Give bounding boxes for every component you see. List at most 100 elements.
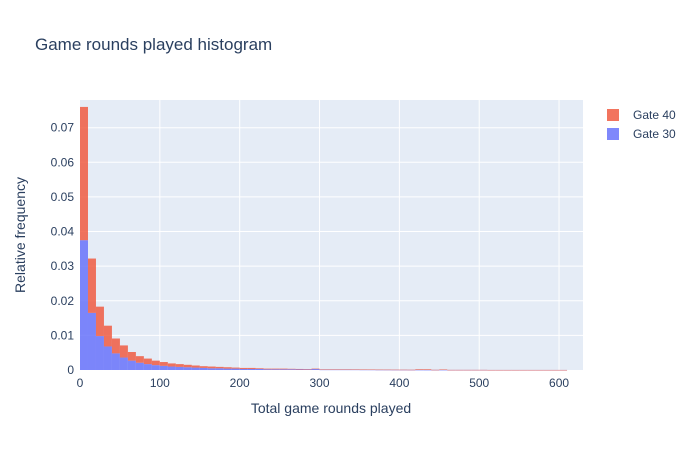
histogram-bar-gate-30[interactable] (255, 368, 264, 370)
histogram-bar-gate-30[interactable] (80, 240, 88, 370)
histogram-bar-gate-30[interactable] (135, 362, 144, 370)
histogram-bar-gate-30[interactable] (119, 357, 128, 370)
histogram-bar-gate-40[interactable] (367, 369, 376, 371)
histogram-bar-gate-40[interactable] (375, 369, 384, 371)
histogram-bar-gate-40[interactable] (359, 369, 368, 370)
histogram-bar-gate-30[interactable] (191, 367, 200, 370)
histogram-bar-gate-30[interactable] (439, 369, 448, 371)
histogram-bar-gate-30[interactable] (343, 369, 352, 371)
histogram-bar-gate-30[interactable] (263, 369, 272, 370)
histogram-bar-gate-40[interactable] (295, 368, 304, 370)
histogram-bar-gate-30[interactable] (207, 368, 216, 370)
histogram-bar-gate-30[interactable] (87, 312, 96, 370)
histogram-bar-gate-40[interactable] (351, 369, 360, 370)
histogram-bar-gate-40[interactable] (495, 369, 504, 371)
histogram-bar-gate-40[interactable] (527, 369, 536, 371)
histogram-bar-gate-30[interactable] (183, 367, 192, 370)
histogram-bar-gate-30[interactable] (247, 368, 256, 370)
histogram-bar-gate-40[interactable] (271, 368, 280, 370)
histogram-bar-gate-40[interactable] (463, 369, 472, 371)
histogram-bar-gate-40[interactable] (423, 369, 432, 370)
histogram-bar-gate-40[interactable] (247, 367, 256, 369)
histogram-bar-gate-40[interactable] (407, 369, 416, 371)
histogram-bar-gate-40[interactable] (503, 369, 512, 371)
histogram-bar-gate-40[interactable] (167, 363, 176, 367)
histogram-bar-gate-30[interactable] (287, 369, 296, 370)
histogram-bar-gate-40[interactable] (199, 366, 208, 368)
histogram-bar-gate-30[interactable] (159, 365, 168, 370)
histogram-bar-gate-40[interactable] (175, 364, 184, 367)
histogram-bar-gate-40[interactable] (543, 369, 552, 371)
histogram-bar-gate-40[interactable] (279, 368, 288, 370)
histogram-bar-gate-30[interactable] (335, 369, 344, 371)
histogram-bar-gate-30[interactable] (175, 366, 184, 370)
histogram-bar-gate-40[interactable] (399, 369, 408, 371)
histogram-bar-gate-30[interactable] (127, 360, 136, 370)
histogram-bar-gate-40[interactable] (559, 369, 568, 371)
histogram-bar-gate-30[interactable] (143, 364, 152, 370)
histogram-bar-gate-30[interactable] (103, 346, 112, 370)
histogram-bar-gate-40[interactable] (119, 345, 128, 358)
histogram-bar-gate-40[interactable] (103, 325, 112, 347)
histogram-bar-gate-40[interactable] (479, 369, 488, 371)
histogram-bar-gate-40[interactable] (391, 369, 400, 371)
histogram-bar-gate-30[interactable] (423, 369, 432, 371)
histogram-bar-gate-40[interactable] (439, 369, 448, 370)
histogram-bar-gate-30[interactable] (303, 369, 312, 370)
histogram-bar-gate-40[interactable] (431, 369, 440, 371)
histogram-bar-gate-40[interactable] (311, 368, 320, 370)
histogram-bar-gate-40[interactable] (383, 369, 392, 371)
histogram-bar-gate-40[interactable] (487, 369, 496, 371)
histogram-bar-gate-40[interactable] (239, 367, 248, 369)
histogram-bar-gate-40[interactable] (143, 358, 152, 365)
histogram-bar-gate-40[interactable] (207, 366, 216, 369)
histogram-bar-gate-40[interactable] (263, 368, 272, 370)
histogram-bar-gate-40[interactable] (303, 369, 312, 370)
histogram-bar-gate-40[interactable] (191, 365, 200, 368)
histogram-bar-gate-40[interactable] (87, 258, 96, 313)
histogram-bar-gate-30[interactable] (223, 368, 232, 370)
histogram-bar-gate-30[interactable] (95, 336, 104, 370)
histogram-bar-gate-30[interactable] (167, 366, 176, 370)
histogram-bar-gate-40[interactable] (95, 306, 104, 337)
histogram-bar-gate-30[interactable] (319, 369, 328, 371)
histogram-bar-gate-40[interactable] (135, 356, 144, 363)
histogram-bar-gate-30[interactable] (215, 368, 224, 370)
histogram-bar-gate-30[interactable] (151, 365, 160, 370)
histogram-bar-gate-40[interactable] (80, 106, 88, 241)
histogram-bar-gate-30[interactable] (359, 369, 368, 371)
histogram-bar-gate-40[interactable] (183, 364, 192, 368)
histogram-bar-gate-40[interactable] (335, 369, 344, 370)
histogram-bar-gate-40[interactable] (551, 369, 560, 371)
histogram-bar-gate-40[interactable] (111, 338, 120, 354)
histogram-bar-gate-40[interactable] (127, 352, 136, 361)
histogram-bar-gate-40[interactable] (319, 369, 328, 370)
histogram-bar-gate-40[interactable] (159, 362, 168, 366)
histogram-bar-gate-40[interactable] (471, 369, 480, 371)
histogram-bar-gate-40[interactable] (215, 366, 224, 369)
histogram-bar-gate-30[interactable] (279, 369, 288, 370)
histogram-bar-gate-30[interactable] (415, 369, 424, 371)
histogram-bar-gate-30[interactable] (327, 369, 336, 371)
histogram-bar-gate-40[interactable] (511, 369, 520, 371)
histogram-bar-gate-40[interactable] (447, 369, 456, 371)
histogram-bar-gate-30[interactable] (351, 369, 360, 371)
histogram-bar-gate-30[interactable] (231, 368, 240, 370)
histogram-bar-gate-40[interactable] (287, 368, 296, 370)
histogram-bar-gate-30[interactable] (239, 368, 248, 370)
histogram-bar-gate-40[interactable] (231, 367, 240, 369)
histogram-bar-gate-40[interactable] (519, 369, 528, 371)
histogram-bar-gate-40[interactable] (343, 369, 352, 370)
histogram-bar-gate-30[interactable] (295, 369, 304, 370)
histogram-bar-gate-40[interactable] (415, 369, 424, 370)
histogram-bar-gate-30[interactable] (311, 368, 320, 370)
histogram-bar-gate-40[interactable] (455, 369, 464, 371)
histogram-bar-gate-30[interactable] (199, 367, 208, 370)
histogram-bar-gate-40[interactable] (151, 360, 160, 366)
histogram-bar-gate-30[interactable] (111, 353, 120, 370)
histogram-bar-gate-40[interactable] (223, 367, 232, 369)
histogram-bar-gate-40[interactable] (255, 368, 264, 369)
histogram-bar-gate-40[interactable] (535, 369, 544, 371)
histogram-bar-gate-40[interactable] (327, 369, 336, 370)
histogram-bar-gate-30[interactable] (271, 369, 280, 370)
